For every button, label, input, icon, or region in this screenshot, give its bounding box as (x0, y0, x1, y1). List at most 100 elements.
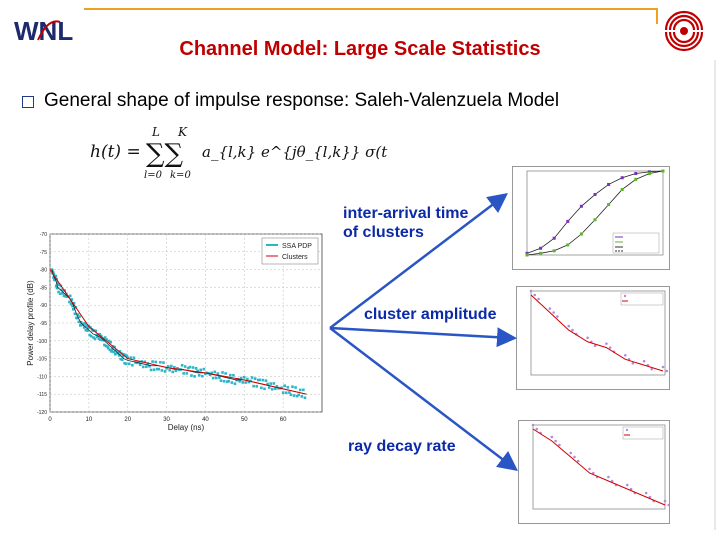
pdp-xtick-label: 40 (202, 417, 209, 423)
cdf-point (579, 232, 583, 236)
wnl-logo: WNL (14, 14, 84, 51)
pdp-point (76, 313, 80, 316)
pdp-point (64, 295, 67, 298)
pdp-point (166, 365, 170, 368)
pdp-point (55, 286, 59, 290)
pdp-point (280, 386, 283, 390)
pdp-point (215, 376, 218, 380)
pdp-point (51, 270, 55, 274)
pdp-point (233, 382, 237, 386)
cdf-point (525, 253, 529, 257)
pdp-point (193, 375, 196, 378)
pdp-point (163, 370, 167, 373)
pdp-point (264, 379, 268, 382)
pdp-point (261, 378, 265, 382)
pdp-point (152, 368, 156, 372)
decay-point (642, 359, 646, 363)
formula-body: a_{l,k} e^{jθ_{l,k}} σ(t − T_l − τ_{l,k}… (202, 143, 390, 161)
pdp-point (228, 373, 232, 377)
pdp-ytick-label: -115 (37, 392, 47, 398)
ray-decay-plot (518, 420, 674, 524)
pdp-point (99, 334, 103, 338)
pdp-point (272, 382, 276, 385)
decay-fit-line (530, 294, 664, 372)
pdp-point (126, 356, 130, 360)
pdp-xtick-label: 30 (163, 417, 170, 423)
pdp-point (297, 393, 300, 397)
cluster-amplitude-label: cluster amplitude (364, 306, 497, 323)
legend-ssa-pdp: SSA PDP (282, 243, 312, 250)
decay-point (592, 471, 595, 475)
pdp-point (105, 338, 109, 341)
pdp-point (58, 292, 62, 296)
pdp-point (274, 387, 277, 391)
pdp-point (221, 371, 224, 374)
pdp-point (250, 376, 254, 379)
pdp-point (121, 354, 125, 358)
decay-point (667, 503, 671, 507)
pdp-point (82, 322, 85, 326)
pdp-point (145, 365, 148, 368)
pdp-point (61, 288, 65, 292)
pdp-point (165, 367, 168, 370)
cdf-point (539, 246, 543, 250)
pdp-point (94, 329, 98, 333)
pdp-point (122, 353, 126, 356)
cluster-amplitude-plot (516, 286, 672, 390)
decay-point (661, 365, 665, 369)
decay-point (650, 367, 653, 371)
decay-point (663, 499, 667, 503)
pdp-point (157, 367, 161, 371)
pdp-point (71, 304, 74, 308)
pdp-point (232, 373, 235, 377)
pdp-point (69, 302, 73, 306)
pdp-point (295, 394, 299, 398)
pdp-point (171, 370, 175, 374)
pdp-point (143, 360, 147, 364)
pdp-point (88, 333, 91, 337)
pdp-point (160, 369, 164, 372)
pdp-point (124, 353, 127, 357)
decay-point (631, 362, 635, 365)
pdp-point (288, 391, 291, 394)
pdp-point (173, 365, 176, 369)
pdp-ytick-label: -80 (40, 268, 47, 274)
pdp-point (291, 385, 294, 389)
pdp-point (197, 374, 201, 377)
pdp-point (113, 345, 116, 349)
pdp-point (238, 380, 241, 383)
pdp-ytick-label: -100 (37, 339, 47, 345)
pdp-ytick-label: -105 (37, 357, 47, 363)
pdp-point (159, 361, 162, 364)
pdp-point (185, 372, 189, 375)
pdp-point (275, 385, 279, 388)
pdp-xlabel: Delay (ns) (168, 423, 205, 432)
pdp-point (82, 326, 86, 329)
pdp-point (219, 379, 223, 382)
pdp-point (78, 315, 81, 318)
pdp-point (124, 362, 128, 366)
decay-point (537, 297, 540, 301)
pdp-point (227, 379, 231, 383)
decay-point (665, 369, 669, 373)
pdp-point (269, 382, 273, 385)
pdp-point (54, 274, 58, 278)
pdp-ytick-label: -110 (37, 374, 47, 380)
cdf-point (634, 172, 638, 176)
pdp-point (199, 368, 203, 372)
pdp-point (98, 332, 102, 336)
pdp-ytick-label: -120 (37, 410, 47, 416)
decay-point (576, 459, 580, 463)
pdp-point (54, 284, 58, 288)
pdp-point (213, 370, 217, 374)
pdp-point (72, 307, 75, 311)
pdp-plot: 0 10 20 30 40 50 60 -70 -75 -80 -85 -90 -95 -100 -105… (26, 228, 330, 440)
inter-arrival-plot (512, 166, 670, 270)
pdp-point (180, 363, 184, 367)
pdp-point (270, 387, 274, 391)
pdp-ytick-label: -75 (40, 250, 47, 256)
formula-lhs: h(t) = (90, 142, 141, 162)
pdp-point (208, 373, 212, 377)
pdp-point (253, 377, 257, 380)
pdp-point (256, 378, 260, 382)
